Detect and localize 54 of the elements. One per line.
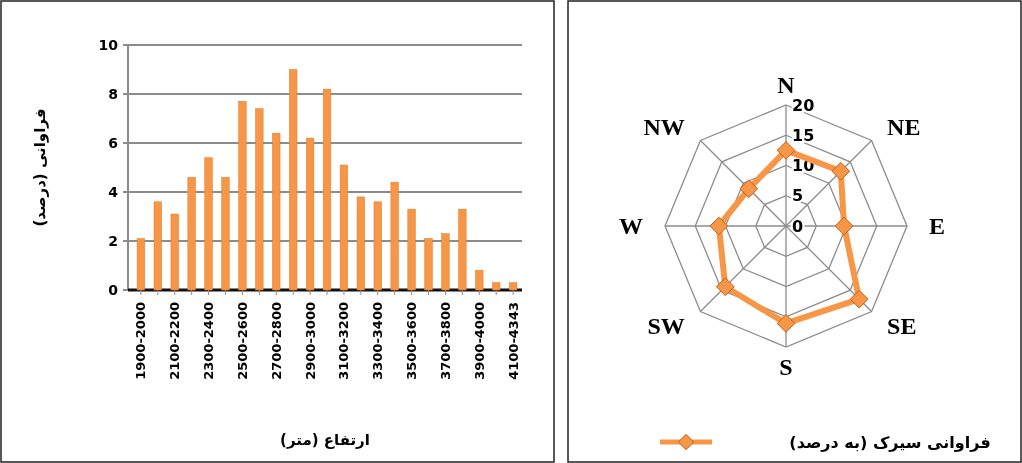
spoke-label: NE: [887, 113, 921, 140]
bar: [492, 282, 501, 291]
spoke-label: S: [779, 354, 793, 381]
x-tick-label: 3900-4000: [471, 302, 487, 380]
bar: [221, 177, 230, 291]
bar: [509, 282, 518, 291]
x-tick-label: 4100-4343: [505, 302, 521, 380]
x-tick-label: 3300-3400: [370, 302, 386, 380]
y-tick-label: 15: [792, 125, 815, 145]
x-tick-label: 2700-2800: [268, 302, 284, 380]
spoke-label: SW: [647, 313, 685, 340]
x-tick-label: 2900-3000: [302, 302, 318, 380]
bar: [306, 137, 315, 291]
y-axis-title: فراوانی (درصد): [31, 108, 50, 227]
x-tick-label: 2100-2200: [167, 302, 183, 380]
bar: [424, 238, 433, 291]
bar: [170, 213, 179, 291]
x-tick-label: 3100-3200: [336, 302, 352, 380]
bar: [187, 177, 196, 291]
bar: [255, 108, 264, 291]
x-tick-label: 3500-3600: [404, 302, 420, 380]
spoke-label: W: [619, 213, 643, 240]
bar: [272, 132, 281, 291]
x-tick-label: 2500-2600: [234, 302, 250, 380]
y-tick-label: 2: [108, 232, 118, 249]
bar: [153, 201, 162, 291]
bar: [322, 88, 332, 291]
bar: [373, 201, 382, 291]
y-tick-label: 4: [108, 183, 119, 200]
y-tick-label: 8: [108, 85, 118, 102]
bar: [204, 157, 213, 291]
y-tick-label: 0: [792, 216, 804, 236]
bar: [339, 164, 348, 291]
bar: [407, 208, 416, 291]
spoke-label: NW: [643, 113, 685, 140]
y-tick-label: 5: [792, 186, 804, 206]
x-tick-label: 1900-2000: [133, 302, 149, 380]
y-tick-label: 6: [108, 134, 118, 151]
spoke-label: E: [929, 213, 946, 240]
bar: [390, 181, 399, 291]
x-tick-label: 3700-3800: [437, 302, 453, 380]
y-tick-label: 0: [108, 281, 119, 298]
bar: [441, 233, 450, 291]
bar: [289, 69, 298, 291]
text: فراوانی سیرک (به درصد): [789, 432, 991, 452]
spoke-label: SE: [887, 313, 917, 340]
bar: [458, 208, 467, 291]
y-tick-label: 10: [98, 36, 119, 53]
bar: [475, 270, 484, 291]
bar: [238, 101, 247, 291]
x-axis-title: ارتفاع (متر): [280, 431, 370, 449]
x-tick-label: 2300-2400: [201, 302, 217, 380]
bar: [136, 238, 145, 291]
bar: [356, 196, 365, 291]
